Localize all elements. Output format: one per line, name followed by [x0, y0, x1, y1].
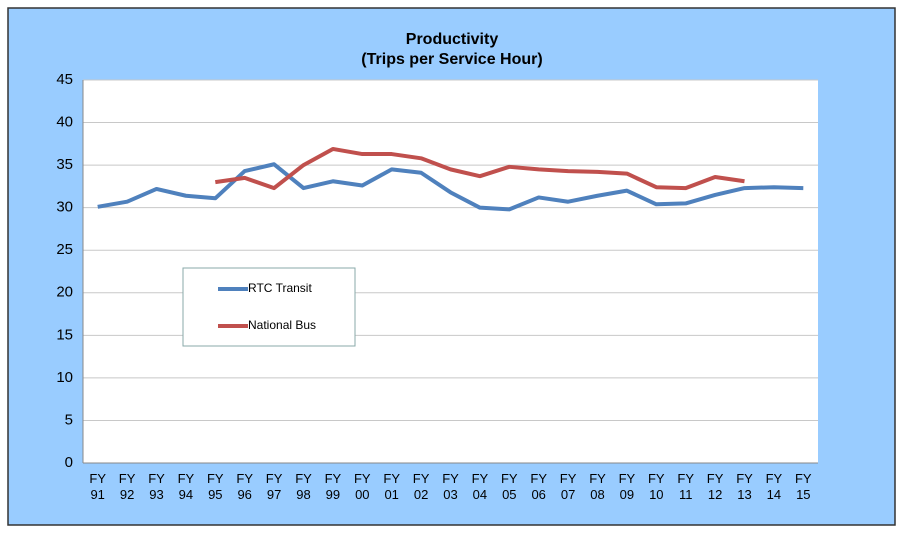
x-tick-label: FY 00	[353, 471, 371, 502]
y-tick-label: 15	[56, 326, 73, 343]
x-tick-label: FY 14	[765, 471, 783, 502]
chart-title: Productivity	[406, 31, 499, 48]
x-tick-label: FY 01	[383, 471, 400, 502]
x-tick-label: FY 94	[177, 471, 195, 502]
x-tick-label: FY 91	[89, 471, 106, 502]
x-tick-label: FY 08	[589, 471, 606, 502]
legend-label: RTC Transit	[248, 281, 312, 295]
y-tick-label: 35	[56, 156, 73, 173]
legend-box	[182, 267, 356, 347]
y-tick-label: 10	[56, 369, 73, 386]
x-tick-label: FY 13	[736, 471, 753, 502]
x-tick-label: FY 07	[559, 471, 577, 502]
y-tick-label: 30	[56, 199, 73, 216]
y-tick-label: 40	[56, 114, 73, 131]
x-tick-label: FY 97	[265, 471, 283, 502]
x-tick-label: FY 98	[295, 471, 312, 502]
x-tick-label: FY 09	[618, 471, 636, 502]
x-tick-label: FY 96	[236, 471, 253, 502]
y-tick-label: 45	[56, 71, 73, 88]
x-tick-label: FY 06	[530, 471, 547, 502]
x-tick-label: FY 03	[442, 471, 459, 502]
y-tick-label: 5	[65, 411, 73, 428]
x-tick-label: FY 02	[412, 471, 430, 502]
y-tick-label: 25	[56, 241, 73, 258]
x-tick-label: FY 10	[647, 471, 665, 502]
legend-label: National Bus	[248, 318, 316, 332]
x-tick-label: FY 12	[706, 471, 724, 502]
line-series	[215, 146, 745, 191]
x-tick-label: FY 92	[118, 471, 136, 502]
x-tick-label: FY 99	[324, 471, 342, 502]
x-tick-label: FY 95	[206, 471, 224, 502]
x-tick-label: FY 11	[677, 471, 694, 502]
line-series	[97, 162, 804, 212]
chart-subtitle: (Trips per Service Hour)	[361, 51, 542, 68]
x-tick-label: FY 93	[148, 471, 165, 502]
x-tick-label: FY 05	[500, 471, 518, 502]
x-tick-label: FY 15	[794, 471, 812, 502]
y-tick-label: 0	[65, 454, 73, 471]
x-tick-label: FY 04	[471, 471, 489, 502]
y-tick-label: 20	[56, 284, 73, 301]
